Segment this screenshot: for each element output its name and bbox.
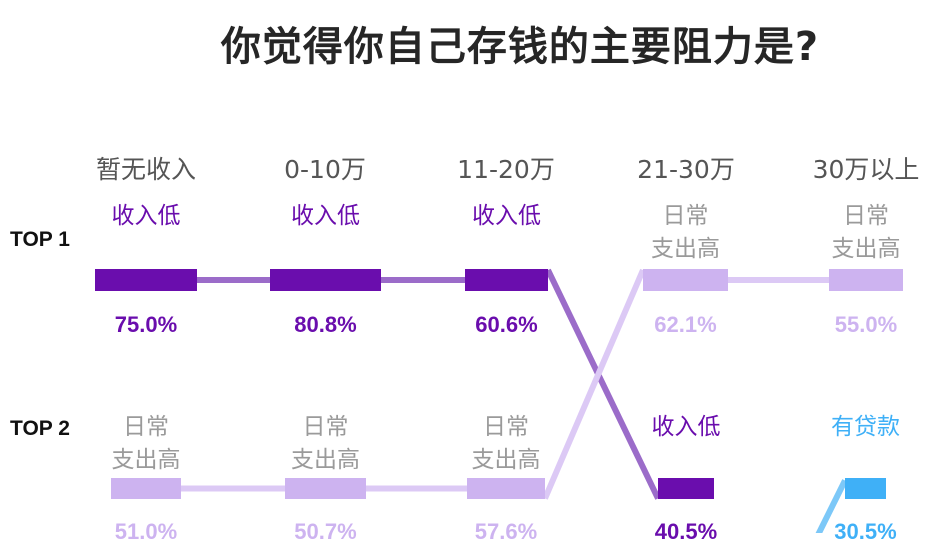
series-label: 有贷款 — [831, 414, 900, 440]
value-label: 51.0% — [114, 519, 178, 544]
series-label: 日常 支出高 — [291, 414, 360, 473]
bar-top2 — [467, 478, 545, 499]
series-label: 收入低 — [472, 203, 541, 229]
category-label: 11-20万 — [457, 155, 555, 184]
category-label: 0-10万 — [284, 155, 366, 184]
row-label-top1: TOP 1 — [10, 228, 70, 251]
bar-top2 — [285, 478, 366, 499]
value-label: 55.0% — [834, 312, 898, 337]
value-label: 62.1% — [654, 312, 717, 337]
bar-top2 — [658, 478, 714, 499]
bump-chart — [95, 268, 903, 533]
value-label: 57.6% — [474, 519, 538, 544]
bar-top1 — [270, 269, 381, 291]
series-label: 收入低 — [111, 203, 181, 229]
category-label: 21-30万 — [637, 155, 735, 184]
series-label: 日常 支出高 — [831, 203, 901, 262]
series-label: 日常 支出高 — [111, 414, 181, 473]
bar-top1 — [465, 269, 548, 291]
value-label: 75.0% — [114, 312, 178, 337]
bar-top1 — [829, 269, 903, 291]
connector-line — [545, 268, 661, 500]
bar-top1 — [95, 269, 197, 291]
series-label: 收入低 — [651, 414, 721, 440]
category-label: 30万以上 — [812, 155, 920, 184]
value-label: 30.5% — [834, 519, 897, 544]
category-label: 暂无收入 — [95, 155, 196, 184]
row-label-top2: TOP 2 — [10, 417, 70, 440]
connector-line — [542, 268, 646, 500]
value-label: 80.8% — [294, 312, 357, 337]
connector-line — [815, 479, 848, 533]
value-label: 60.6% — [475, 312, 538, 337]
bar-top2 — [111, 478, 181, 499]
chart-title: 你觉得你自己存钱的主要阻力是? — [220, 24, 820, 70]
value-label: 40.5% — [654, 519, 718, 544]
value-label: 50.7% — [294, 519, 357, 544]
series-label: 日常 支出高 — [651, 203, 720, 262]
series-label: 日常 支出高 — [471, 414, 541, 473]
bar-top1 — [643, 269, 728, 291]
bar-top2 — [845, 478, 886, 499]
series-label: 收入低 — [291, 203, 360, 229]
